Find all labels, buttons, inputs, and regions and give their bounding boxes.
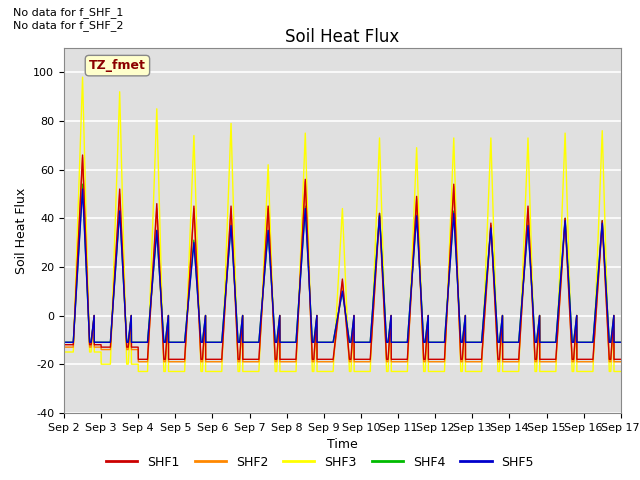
- Line: SHF5: SHF5: [64, 189, 621, 342]
- SHF2: [594, 292, 602, 298]
- Line: SHF3: SHF3: [64, 77, 621, 372]
- SHF1: [79, 152, 86, 158]
- Text: TZ_fmet: TZ_fmet: [89, 59, 146, 72]
- SHF5: [79, 186, 86, 192]
- SHF4: [593, 282, 601, 288]
- SHF1: [483, 280, 491, 286]
- SHF5: [587, 339, 595, 345]
- SHF5: [467, 339, 475, 345]
- SHF1: [250, 357, 257, 362]
- SHF1: [134, 357, 142, 362]
- SHF1: [617, 357, 625, 362]
- SHF3: [467, 369, 475, 374]
- SHF3: [134, 369, 142, 374]
- SHF2: [467, 359, 475, 365]
- SHF2: [587, 359, 595, 365]
- SHF3: [617, 369, 625, 374]
- SHF3: [79, 74, 86, 80]
- SHF3: [594, 252, 602, 258]
- SHF5: [617, 339, 625, 345]
- SHF3: [483, 238, 491, 244]
- SHF5: [593, 283, 601, 288]
- SHF4: [587, 339, 595, 345]
- SHF5: [60, 339, 68, 345]
- Legend: SHF1, SHF2, SHF3, SHF4, SHF5: SHF1, SHF2, SHF3, SHF4, SHF5: [101, 451, 539, 474]
- SHF4: [324, 339, 332, 345]
- SHF4: [467, 339, 475, 345]
- SHF4: [60, 339, 68, 345]
- SHF1: [324, 357, 332, 362]
- SHF2: [79, 155, 86, 160]
- SHF3: [324, 369, 332, 374]
- SHF2: [617, 359, 625, 365]
- SHF5: [324, 339, 332, 345]
- SHF2: [134, 359, 142, 365]
- SHF2: [324, 359, 332, 365]
- Text: No data for f_SHF_1
No data for f_SHF_2: No data for f_SHF_1 No data for f_SHF_2: [13, 7, 124, 31]
- SHF4: [483, 275, 490, 281]
- SHF1: [467, 357, 475, 362]
- SHF5: [250, 339, 257, 345]
- SHF1: [60, 342, 68, 348]
- Line: SHF2: SHF2: [64, 157, 621, 362]
- SHF5: [483, 276, 490, 282]
- SHF2: [250, 359, 257, 365]
- Line: SHF1: SHF1: [64, 155, 621, 360]
- SHF3: [250, 369, 257, 374]
- SHF1: [587, 357, 595, 362]
- SHF4: [79, 181, 86, 187]
- Line: SHF4: SHF4: [64, 184, 621, 342]
- SHF4: [250, 339, 257, 345]
- SHF1: [594, 289, 602, 295]
- X-axis label: Time: Time: [327, 438, 358, 451]
- Y-axis label: Soil Heat Flux: Soil Heat Flux: [15, 187, 28, 274]
- SHF2: [483, 283, 491, 288]
- SHF3: [587, 369, 595, 374]
- SHF4: [617, 339, 625, 345]
- Title: Soil Heat Flux: Soil Heat Flux: [285, 28, 399, 47]
- SHF3: [60, 349, 68, 355]
- SHF2: [60, 344, 68, 350]
